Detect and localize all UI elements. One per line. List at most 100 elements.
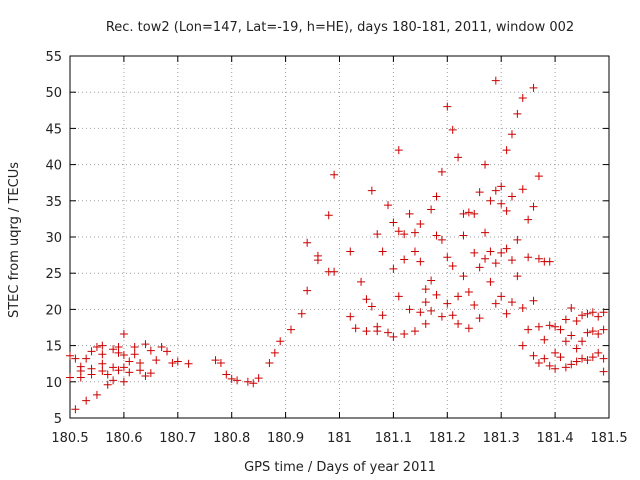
data-point: [470, 248, 479, 257]
data-point: [529, 83, 538, 92]
data-point: [432, 231, 441, 240]
data-point: [265, 358, 274, 367]
data-point: [497, 182, 506, 191]
data-point: [486, 277, 495, 286]
data-point: [346, 247, 355, 256]
data-point: [491, 299, 500, 308]
data-point: [141, 372, 150, 381]
data-point: [448, 125, 457, 134]
data-point: [534, 254, 543, 263]
data-point: [432, 290, 441, 299]
y-axis-label: STEC from uqrg / TECUs: [7, 162, 22, 318]
data-point: [443, 253, 452, 262]
x-tick-label: 181.1: [375, 431, 412, 446]
data-point: [410, 327, 419, 336]
data-point: [534, 172, 543, 181]
data-point: [502, 244, 511, 253]
data-point: [470, 301, 479, 310]
data-point: [518, 93, 527, 102]
data-point: [481, 228, 490, 237]
data-point: [233, 376, 242, 385]
data-point: [103, 370, 112, 379]
data-point: [114, 348, 123, 357]
data-point: [152, 356, 161, 365]
x-tick-label: 180.7: [159, 431, 196, 446]
data-point: [362, 327, 371, 336]
data-point: [502, 146, 511, 155]
data-point: [416, 257, 425, 266]
y-tick-label: 45: [45, 122, 62, 137]
data-point: [98, 366, 107, 375]
data-point: [513, 272, 522, 281]
data-point: [346, 312, 355, 321]
data-point: [448, 311, 457, 320]
data-point: [599, 367, 608, 376]
data-point: [313, 251, 322, 260]
data-point: [524, 215, 533, 224]
data-point: [540, 354, 549, 363]
data-point: [125, 357, 134, 366]
data-point: [163, 347, 172, 356]
data-point: [561, 315, 570, 324]
data-point: [578, 337, 587, 346]
data-point: [545, 321, 554, 330]
data-point: [518, 341, 527, 350]
y-tick-label: 5: [54, 412, 62, 427]
data-point: [324, 211, 333, 220]
data-point: [481, 160, 490, 169]
data-point: [109, 376, 118, 385]
data-point: [427, 306, 436, 315]
data-point: [502, 206, 511, 215]
data-point: [130, 350, 139, 359]
data-point: [184, 359, 193, 368]
data-point: [470, 209, 479, 218]
data-point: [378, 311, 387, 320]
data-point: [141, 340, 150, 349]
chart-title: Rec. tow2 (Lon=147, Lat=-19, h=HE), days…: [106, 20, 574, 35]
data-point: [454, 153, 463, 162]
data-point: [394, 146, 403, 155]
data-point: [125, 368, 134, 377]
data-point: [588, 308, 597, 317]
data-point: [297, 309, 306, 318]
data-point: [103, 380, 112, 389]
data-point: [378, 247, 387, 256]
y-tick-label: 30: [45, 231, 62, 246]
data-point: [578, 311, 587, 320]
data-point: [588, 327, 597, 336]
data-point: [497, 248, 506, 257]
data-point: [211, 356, 220, 365]
data-point: [507, 256, 516, 265]
x-tick-label: 181: [327, 431, 352, 446]
x-tick-label: 180.8: [213, 431, 250, 446]
data-point: [367, 302, 376, 311]
data-point: [545, 257, 554, 266]
data-point: [367, 186, 376, 195]
data-point: [497, 199, 506, 208]
data-point: [427, 205, 436, 214]
data-point: [437, 235, 446, 244]
grid-lines: [70, 56, 609, 418]
data-point: [475, 188, 484, 197]
data-point: [330, 267, 339, 276]
data-point: [173, 357, 182, 366]
data-point: [109, 345, 118, 354]
x-tick-labels: 180.5 180.6 180.7 180.8 180.9 181 181.1 181.2 18…: [51, 431, 627, 446]
x-tick-label: 180.5: [51, 431, 88, 446]
data-point: [551, 364, 560, 373]
data-point: [394, 227, 403, 236]
data-point: [475, 314, 484, 323]
x-tick-label: 180.6: [105, 431, 142, 446]
data-point: [373, 322, 382, 331]
data-point: [459, 209, 468, 218]
data-point: [464, 324, 473, 333]
data-point: [572, 344, 581, 353]
x-tick-label: 181.2: [429, 431, 466, 446]
x-tick-label: 181.4: [536, 431, 573, 446]
data-point: [594, 330, 603, 339]
data-point: [459, 272, 468, 281]
data-point: [599, 325, 608, 334]
data-point: [421, 285, 430, 294]
x-axis-label: GPS time / Days of year 2011: [244, 460, 436, 475]
